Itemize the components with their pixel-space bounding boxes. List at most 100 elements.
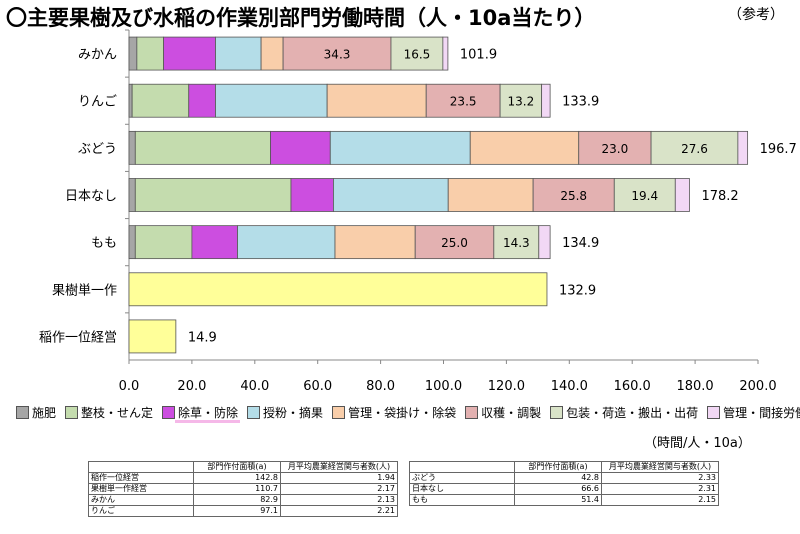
bar-segment [538, 225, 551, 260]
x-tick-label: 100.0 [425, 379, 462, 394]
bar-segment [674, 178, 690, 212]
table-cell: 66.6 [514, 483, 602, 495]
table-cell: 51.4 [514, 494, 602, 506]
table-cell: 2.33 [601, 472, 719, 484]
segment-value-label: 23.5 [450, 95, 477, 109]
segment-value-label: 34.3 [324, 48, 351, 62]
bar-segment [290, 178, 334, 212]
table-cell: 2.17 [280, 483, 398, 495]
bar-segment [737, 130, 749, 165]
table-row: もも 51.4 2.15 [409, 494, 719, 506]
reference-label: （参考） [728, 7, 784, 23]
x-tick-label: 40.0 [240, 379, 269, 394]
legend-label: 収穫・調製 [481, 406, 542, 420]
legend-swatch [707, 406, 721, 419]
x-tick-label: 120.0 [488, 379, 525, 394]
bar-total-label: 134.9 [562, 236, 599, 251]
legend-swatch [247, 406, 261, 419]
bar-total-label: 132.9 [559, 283, 596, 298]
table-cell: 果樹単一作経営 [88, 483, 194, 495]
segment-value-label: 19.4 [631, 189, 658, 203]
chart-legend: 施肥 整枝・せん定 除草・防除 授粉・摘果 管理・袋掛け・除袋 収穫・調製 包装・荷造・搬出… [16, 404, 800, 421]
x-tick-label: 160.0 [614, 379, 651, 394]
legend-item: 管理・袋掛け・除袋 [332, 404, 456, 421]
bar-segment [329, 130, 471, 165]
category-label: りんご [78, 94, 117, 110]
legend-swatch [16, 406, 29, 419]
table-cell: 82.9 [193, 494, 281, 506]
bar-segment [326, 83, 427, 118]
legend-label: 管理・間接労働 [723, 406, 800, 420]
legend-item: 収穫・調製 [465, 404, 541, 421]
bar-segment [390, 36, 444, 71]
legend-item: 管理・間接労働 [707, 404, 800, 421]
category-label: みかん [78, 48, 117, 63]
segment-value-label: 13.2 [508, 95, 535, 109]
bar-total-label: 178.2 [701, 189, 738, 204]
bar-segment [270, 130, 331, 165]
table-row: みかん 82.9 2.13 [88, 494, 398, 506]
x-tick-label: 200.0 [739, 379, 776, 394]
table-cell: 日本なし [409, 483, 515, 495]
bar-segment [469, 130, 580, 165]
bar-segment [334, 225, 416, 260]
table-row: 果樹単一作経営 110.7 2.17 [88, 483, 398, 495]
x-tick-label: 80.0 [366, 379, 395, 394]
category-label: 果樹単一作 [52, 282, 117, 298]
table-cell: 2.21 [280, 505, 398, 517]
bar-segment [128, 83, 133, 118]
legend-item: 授粉・摘果 [247, 404, 323, 421]
bar-segment [128, 178, 136, 212]
bar-segment [128, 36, 138, 71]
bar-segment [282, 36, 392, 71]
table-cell: 2.15 [601, 494, 719, 506]
category-label: 稲作一位経営 [39, 330, 117, 345]
bar-segment [215, 36, 262, 71]
table-cell: 2.13 [280, 494, 398, 506]
bar-segment [131, 83, 190, 118]
bar-segment [134, 178, 292, 212]
table-cell: ぶどう [409, 472, 515, 484]
table-cell: もも [409, 494, 515, 506]
table-cell: 142.8 [193, 472, 281, 484]
bar-segment [442, 36, 449, 71]
table-cell: 42.8 [514, 472, 602, 484]
bar-segment [613, 178, 676, 212]
bar-segment [134, 225, 193, 260]
table-header-cell: 部門作付面積(a) [193, 461, 281, 473]
legend-item: 整枝・せん定 [65, 404, 153, 421]
bar-segment [447, 178, 534, 212]
legend-label: 授粉・摘果 [263, 406, 324, 420]
legend-swatch [550, 406, 564, 419]
legend-label: 整枝・せん定 [81, 406, 154, 420]
segment-value-label: 27.6 [681, 142, 708, 156]
segment-value-label: 14.3 [503, 236, 530, 250]
data-table-left: 部門作付面積(a) 月平均農業経営関与者数(人) 稲作一位経営 142.8 1.94 果樹… [88, 461, 398, 517]
unit-label: （時間/人・10a） [644, 436, 751, 451]
table-cell: 2.31 [601, 483, 719, 495]
table-row: 稲作一位経営 142.8 1.94 [88, 472, 398, 484]
legend-label: 施肥 [32, 406, 57, 420]
chart-title: 〇主要果樹及び水稲の作業別部門労働時間（人・10a当たり） [6, 6, 596, 30]
table-header-cell: 月平均農業経営関与者数(人) [280, 461, 398, 473]
legend-swatch [162, 406, 176, 419]
x-tick-label: 180.0 [676, 379, 713, 394]
legend-swatch [332, 406, 346, 419]
bar-segment [333, 178, 449, 212]
table-cell: りんご [88, 505, 194, 517]
legend-swatch [65, 406, 79, 419]
segment-value-label: 25.8 [560, 189, 587, 203]
bar-segment [191, 225, 238, 260]
legend-label: 除草・防除 [178, 406, 239, 420]
table-cell: 1.94 [280, 472, 398, 484]
legend-label: 管理・袋掛け・除袋 [348, 406, 457, 420]
segment-value-label: 25.0 [441, 236, 468, 250]
table-cell: 97.1 [193, 505, 281, 517]
legend-highlight-underline [175, 420, 240, 423]
bar-segment [532, 178, 615, 212]
bar-segment [499, 83, 543, 118]
table-header-cell [409, 461, 515, 473]
legend-item: 施肥 [16, 404, 56, 421]
data-table-right: 部門作付面積(a) 月平均農業経営関与者数(人) ぶどう 42.8 2.33 日本なし 66… [409, 461, 719, 506]
bar-segment [215, 83, 328, 118]
